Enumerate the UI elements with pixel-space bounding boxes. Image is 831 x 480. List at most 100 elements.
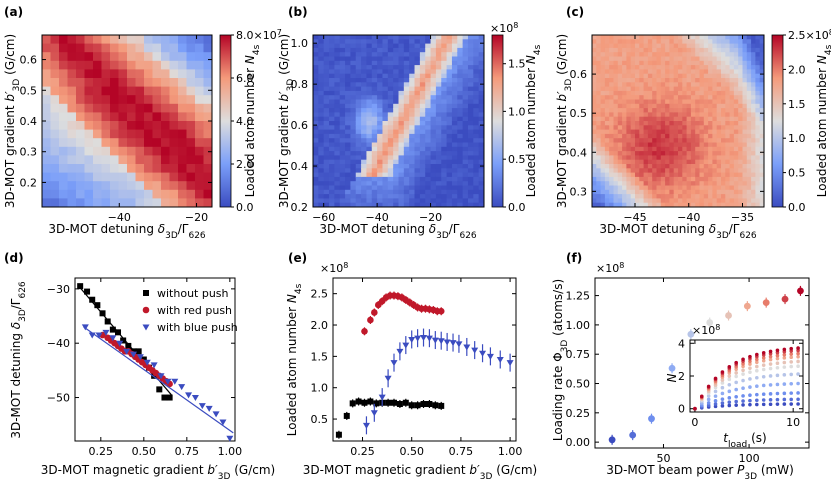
heatmap-cell: [118, 103, 128, 113]
heatmap-cell: [592, 159, 597, 165]
heatmap-cell: [366, 129, 373, 135]
heatmap-cell: [703, 65, 709, 70]
heatmap-cell: [467, 176, 474, 182]
heatmap-cell: [751, 142, 756, 148]
heatmap-cell: [345, 52, 351, 58]
heatmap-cell: [414, 78, 421, 83]
heatmap-cell: [473, 168, 480, 174]
heatmap-cell: [665, 43, 670, 49]
heatmap-cell: [660, 202, 666, 207]
heatmap-cell: [67, 78, 77, 88]
heatmap-cell: [393, 129, 400, 135]
heatmap-cell: [403, 198, 410, 204]
heatmap-cell: [361, 121, 368, 126]
heatmap-cell: [682, 52, 688, 58]
heatmap-cell: [382, 82, 389, 88]
heatmap-cell: [377, 47, 384, 53]
heatmap-cell: [755, 116, 761, 122]
heatmap-cell: [699, 155, 705, 161]
heatmap-cell: [462, 69, 469, 75]
heatmap-cell: [690, 52, 696, 58]
heatmap-cell: [626, 185, 632, 191]
heatmap-cell: [592, 47, 597, 53]
heatmap-cell: [473, 202, 480, 207]
heatmap-cell: [419, 65, 426, 70]
heatmap-cell: [746, 69, 752, 75]
panel-b-cells: [313, 35, 484, 207]
heatmap-cell: [721, 138, 726, 144]
heatmap-cell: [751, 69, 756, 75]
heatmap-cell: [656, 116, 662, 122]
heatmap-cell: [639, 99, 645, 105]
heatmap-cell: [462, 95, 469, 101]
heatmap-cell: [473, 39, 480, 45]
heatmap-cell: [473, 69, 480, 75]
heatmap-cell: [660, 56, 666, 62]
heatmap-cell: [592, 125, 597, 131]
heatmap-cell: [725, 103, 731, 109]
heatmap-cell: [725, 172, 731, 178]
heatmap-cell: [334, 155, 341, 161]
heatmap-cell: [451, 99, 458, 105]
heatmap-cell: [334, 52, 341, 58]
heatmap-cell: [755, 151, 761, 156]
panel-f-inset-point: [734, 360, 738, 365]
heatmap-cell: [665, 189, 670, 195]
panel-f-inset-point: [755, 360, 759, 365]
heatmap-cell: [630, 39, 636, 45]
heatmap-cell: [403, 133, 410, 139]
heatmap-cell: [318, 168, 325, 174]
panel-f-inset-point: [720, 391, 725, 396]
heatmap-cell: [716, 155, 722, 161]
heatmap-cell: [457, 185, 464, 191]
heatmap-cell: [144, 181, 154, 191]
heatmap-cell: [626, 198, 632, 204]
heatmap-cell: [152, 121, 162, 131]
panel-f-inset-point: [755, 352, 759, 357]
heatmap-cell: [329, 73, 335, 79]
heatmap-cell: [318, 172, 325, 178]
heatmap-cell: [647, 129, 653, 135]
panel-e-point: [471, 347, 479, 354]
heatmap-cell: [457, 90, 464, 96]
heatmap-cell: [716, 90, 722, 96]
heatmap-cell: [686, 82, 692, 88]
heatmap-cell: [686, 78, 692, 83]
panel-e-point: [437, 307, 445, 315]
heatmap-cell: [313, 138, 319, 144]
heatmap-cell: [178, 86, 188, 96]
heatmap-cell: [678, 86, 683, 92]
heatmap-cell: [647, 47, 653, 53]
heatmap-cell: [617, 133, 623, 139]
heatmap-cell: [462, 194, 469, 199]
heatmap-cell: [441, 198, 448, 204]
heatmap-cell: [366, 155, 373, 161]
heatmap-cell: [42, 35, 52, 45]
heatmap-cell: [67, 189, 77, 199]
heatmap-cell: [186, 155, 196, 165]
heatmap-cell: [144, 78, 154, 88]
heatmap-cell: [409, 202, 416, 207]
heatmap-cell: [334, 95, 341, 101]
panel-c-ytick-label: 0.5: [570, 107, 588, 120]
heatmap-cell: [462, 125, 469, 131]
heatmap-cell: [643, 73, 649, 79]
heatmap-cell: [430, 78, 437, 83]
heatmap-cell: [721, 185, 726, 191]
heatmap-cell: [313, 95, 319, 101]
heatmap-cell: [759, 164, 764, 169]
heatmap-cell: [686, 164, 692, 169]
heatmap-cell: [626, 35, 632, 40]
heatmap-cell: [712, 176, 718, 182]
heatmap-cell: [695, 90, 701, 96]
heatmap-cell: [382, 86, 389, 92]
heatmap-cell: [690, 133, 696, 139]
heatmap-cell: [329, 52, 335, 58]
heatmap-cell: [635, 168, 640, 174]
heatmap-cell: [382, 125, 389, 131]
heatmap-cell: [600, 116, 606, 122]
heatmap-cell: [596, 155, 602, 161]
heatmap-cell: [738, 95, 744, 101]
heatmap-cell: [738, 39, 744, 45]
heatmap-cell: [708, 47, 713, 53]
